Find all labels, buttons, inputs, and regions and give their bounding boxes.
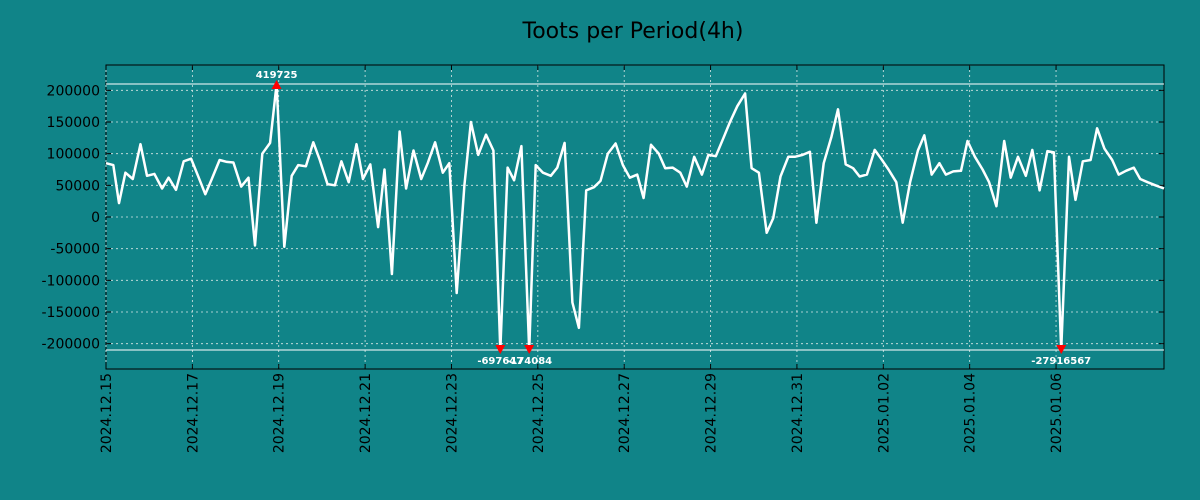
x-tick-label: 2024.12.29 [704,373,720,453]
x-tick-label: 2024.12.21 [358,373,374,453]
x-tick-label: 2024.12.17 [185,373,201,453]
y-tick-label: -150000 [42,305,101,321]
chart-title: Toots per Period(4h) [522,19,744,44]
y-tick-label: 0 [91,210,100,226]
annotation-label: 419725 [256,70,298,81]
x-tick-label: 2024.12.23 [444,373,460,453]
series-layer [105,82,1165,352]
y-tick-label: -100000 [42,273,101,289]
peak-marker [271,80,282,89]
annotation-label: -174084 [506,356,552,367]
y-tick-label: 50000 [55,178,100,194]
y-tick-label: -50000 [50,242,100,258]
annotation-label: -27916567 [1031,356,1091,367]
x-tick-label: 2025.01.02 [876,373,892,453]
y-tick-label: 100000 [47,147,100,163]
x-tick-label: 2024.12.25 [531,373,547,453]
x-axis: 2024.12.15 2024.12.17 2024.12.19 2024.12.21… [99,65,1065,453]
annotations-layer: 419725 -697647-174084 -27916567 [256,70,1091,367]
y-tick-label: -200000 [42,337,101,353]
trough-marker [524,345,535,354]
x-tick-label: 2025.01.06 [1049,373,1065,453]
trough-marker [495,345,506,354]
series-line [105,82,1165,352]
x-tick-label: 2024.12.27 [617,373,633,453]
trough-marker [1056,345,1067,354]
y-tick-label: 200000 [47,83,100,99]
x-tick-label: 2024.12.31 [790,373,806,453]
annotation-label: -697647 [477,356,523,367]
y-axis: 200000 150000 100000 50000 0 -50000 -100000 -15… [42,83,1164,353]
y-tick-label: 150000 [47,115,100,131]
x-tick-label: 2024.12.15 [99,373,115,453]
plot-area [105,64,1165,370]
x-tick-label: 2024.12.19 [272,373,288,453]
x-tick-label: 2025.01.04 [963,373,979,453]
clip-lines [106,83,1164,351]
